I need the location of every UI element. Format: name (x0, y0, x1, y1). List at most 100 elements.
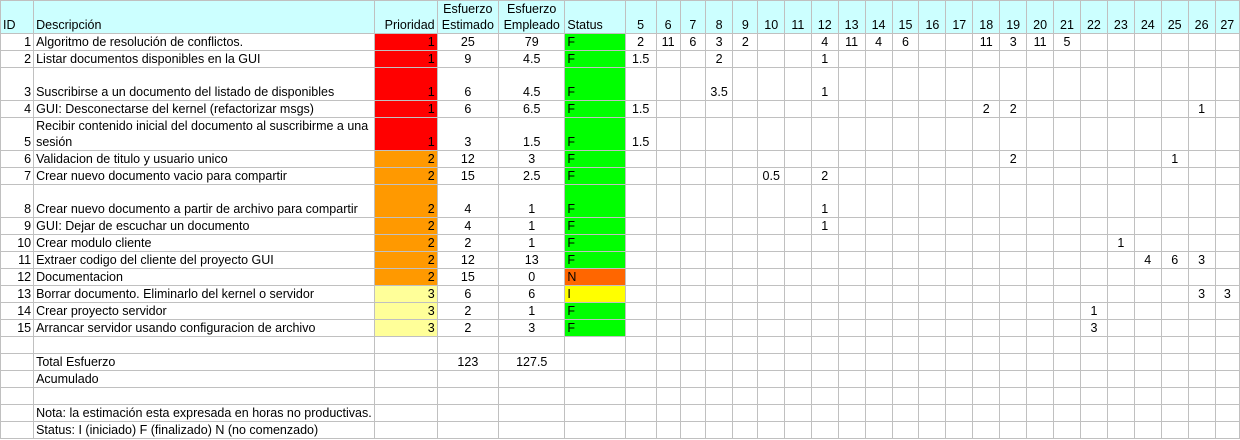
empty-cell[interactable] (891, 336, 920, 354)
empty-cell[interactable] (783, 421, 812, 439)
cell-id[interactable]: 5 (0, 117, 35, 151)
cell-day-26[interactable]: 3 (1187, 251, 1216, 269)
empty-cell[interactable] (33, 336, 375, 354)
cell-day-20[interactable] (1026, 251, 1055, 269)
cell-day-10[interactable] (757, 217, 785, 235)
cell-day-10[interactable] (757, 302, 785, 320)
empty-cell[interactable] (1160, 336, 1189, 354)
cell-day-16[interactable] (918, 251, 947, 269)
cell-day-6[interactable] (655, 184, 681, 218)
cell-day-24[interactable] (1133, 167, 1162, 185)
cell-day-23[interactable] (1106, 319, 1135, 337)
cell-esfuerzo-empleado[interactable]: 79 (498, 33, 566, 51)
cell-day-7[interactable] (679, 234, 706, 252)
empty-cell[interactable] (679, 353, 706, 371)
cell-day-12[interactable] (810, 117, 839, 151)
cell-day-23[interactable]: 1 (1106, 234, 1135, 252)
cell-day-17[interactable] (945, 285, 974, 303)
empty-cell[interactable] (679, 370, 706, 388)
cell-day-15[interactable] (891, 319, 920, 337)
cell-day-18[interactable] (972, 251, 1001, 269)
empty-cell[interactable] (1187, 387, 1216, 405)
empty-cell[interactable] (1160, 353, 1189, 371)
cell-day-15[interactable] (891, 150, 920, 168)
empty-cell[interactable] (1106, 421, 1135, 439)
empty-cell[interactable] (810, 404, 839, 422)
cell-day-22[interactable] (1079, 217, 1108, 235)
cell-day-27[interactable] (1214, 319, 1240, 337)
cell-day-10[interactable] (757, 251, 785, 269)
cell-day-5[interactable]: 2 (624, 33, 657, 51)
cell-day-6[interactable] (655, 100, 681, 118)
cell-day-12[interactable]: 2 (810, 167, 839, 185)
empty-cell[interactable] (1026, 353, 1055, 371)
empty-cell[interactable] (1106, 336, 1135, 354)
empty-cell[interactable] (1214, 404, 1240, 422)
cell-day-5[interactable] (624, 150, 657, 168)
cell-id[interactable]: 13 (0, 285, 35, 303)
cell-day-5[interactable] (624, 285, 657, 303)
cell-esfuerzo-empleado[interactable]: 0 (498, 268, 566, 286)
empty-cell[interactable] (999, 421, 1028, 439)
cell-day-6[interactable] (655, 50, 681, 68)
cell-status[interactable]: F (564, 33, 626, 51)
empty-cell[interactable] (624, 353, 657, 371)
cell-descripcion[interactable]: Crear nuevo documento a partir de archiv… (33, 184, 375, 218)
empty-cell[interactable] (704, 404, 734, 422)
cell-day-6[interactable] (655, 217, 681, 235)
cell-day-23[interactable] (1106, 67, 1135, 101)
cell-day-17[interactable] (945, 268, 974, 286)
empty-cell[interactable] (1214, 336, 1240, 354)
cell-day-18[interactable] (972, 50, 1001, 68)
cell-day-22[interactable]: 1 (1079, 302, 1108, 320)
cell-day-22[interactable] (1079, 285, 1108, 303)
note-status-legend[interactable]: Status: I (iniciado) F (finalizado) N (n… (33, 421, 375, 439)
acumulado-label[interactable]: Acumulado (33, 370, 375, 388)
cell-day-10[interactable] (757, 184, 785, 218)
cell-esfuerzo-estimado[interactable]: 4 (436, 217, 500, 235)
empty-cell[interactable] (679, 387, 706, 405)
cell-day-11[interactable] (783, 217, 812, 235)
empty-cell[interactable] (0, 370, 35, 388)
empty-cell[interactable] (1026, 336, 1055, 354)
cell-status[interactable]: F (564, 234, 626, 252)
cell-day-11[interactable] (783, 234, 812, 252)
cell-day-20[interactable] (1026, 184, 1055, 218)
cell-prioridad[interactable]: 1 (373, 67, 438, 101)
cell-day-10[interactable] (757, 50, 785, 68)
cell-day-9[interactable] (732, 117, 759, 151)
cell-day-6[interactable]: 11 (655, 33, 681, 51)
total-empleado[interactable]: 127.5 (498, 353, 566, 371)
cell-day-17[interactable] (945, 67, 974, 101)
cell-day-18[interactable] (972, 67, 1001, 101)
cell-descripcion[interactable]: Arrancar servidor usando configuracion d… (33, 319, 375, 337)
cell-day-5[interactable] (624, 167, 657, 185)
cell-day-26[interactable] (1187, 217, 1216, 235)
empty-cell[interactable] (1079, 353, 1108, 371)
empty-cell[interactable] (732, 370, 759, 388)
empty-cell[interactable] (999, 353, 1028, 371)
empty-cell[interactable] (732, 404, 759, 422)
cell-day-15[interactable] (891, 184, 920, 218)
cell-day-25[interactable] (1160, 268, 1189, 286)
cell-status[interactable]: F (564, 217, 626, 235)
cell-day-25[interactable] (1160, 33, 1189, 51)
header-day-10[interactable]: 10 (757, 0, 785, 34)
cell-prioridad[interactable]: 3 (373, 285, 438, 303)
empty-cell[interactable] (918, 370, 947, 388)
header-day-14[interactable]: 14 (864, 0, 893, 34)
empty-cell[interactable] (655, 336, 681, 354)
cell-day-10[interactable] (757, 117, 785, 151)
header-day-12[interactable]: 12 (810, 0, 839, 34)
empty-cell[interactable] (373, 404, 438, 422)
cell-day-23[interactable] (1106, 285, 1135, 303)
header-day-25[interactable]: 25 (1160, 0, 1189, 34)
cell-day-21[interactable] (1053, 234, 1081, 252)
empty-cell[interactable] (564, 336, 626, 354)
cell-descripcion[interactable]: Suscribirse a un documento del listado d… (33, 67, 375, 101)
cell-day-23[interactable] (1106, 302, 1135, 320)
cell-day-19[interactable] (999, 50, 1028, 68)
cell-esfuerzo-estimado[interactable]: 12 (436, 251, 500, 269)
cell-day-21[interactable] (1053, 67, 1081, 101)
cell-day-8[interactable] (704, 217, 734, 235)
